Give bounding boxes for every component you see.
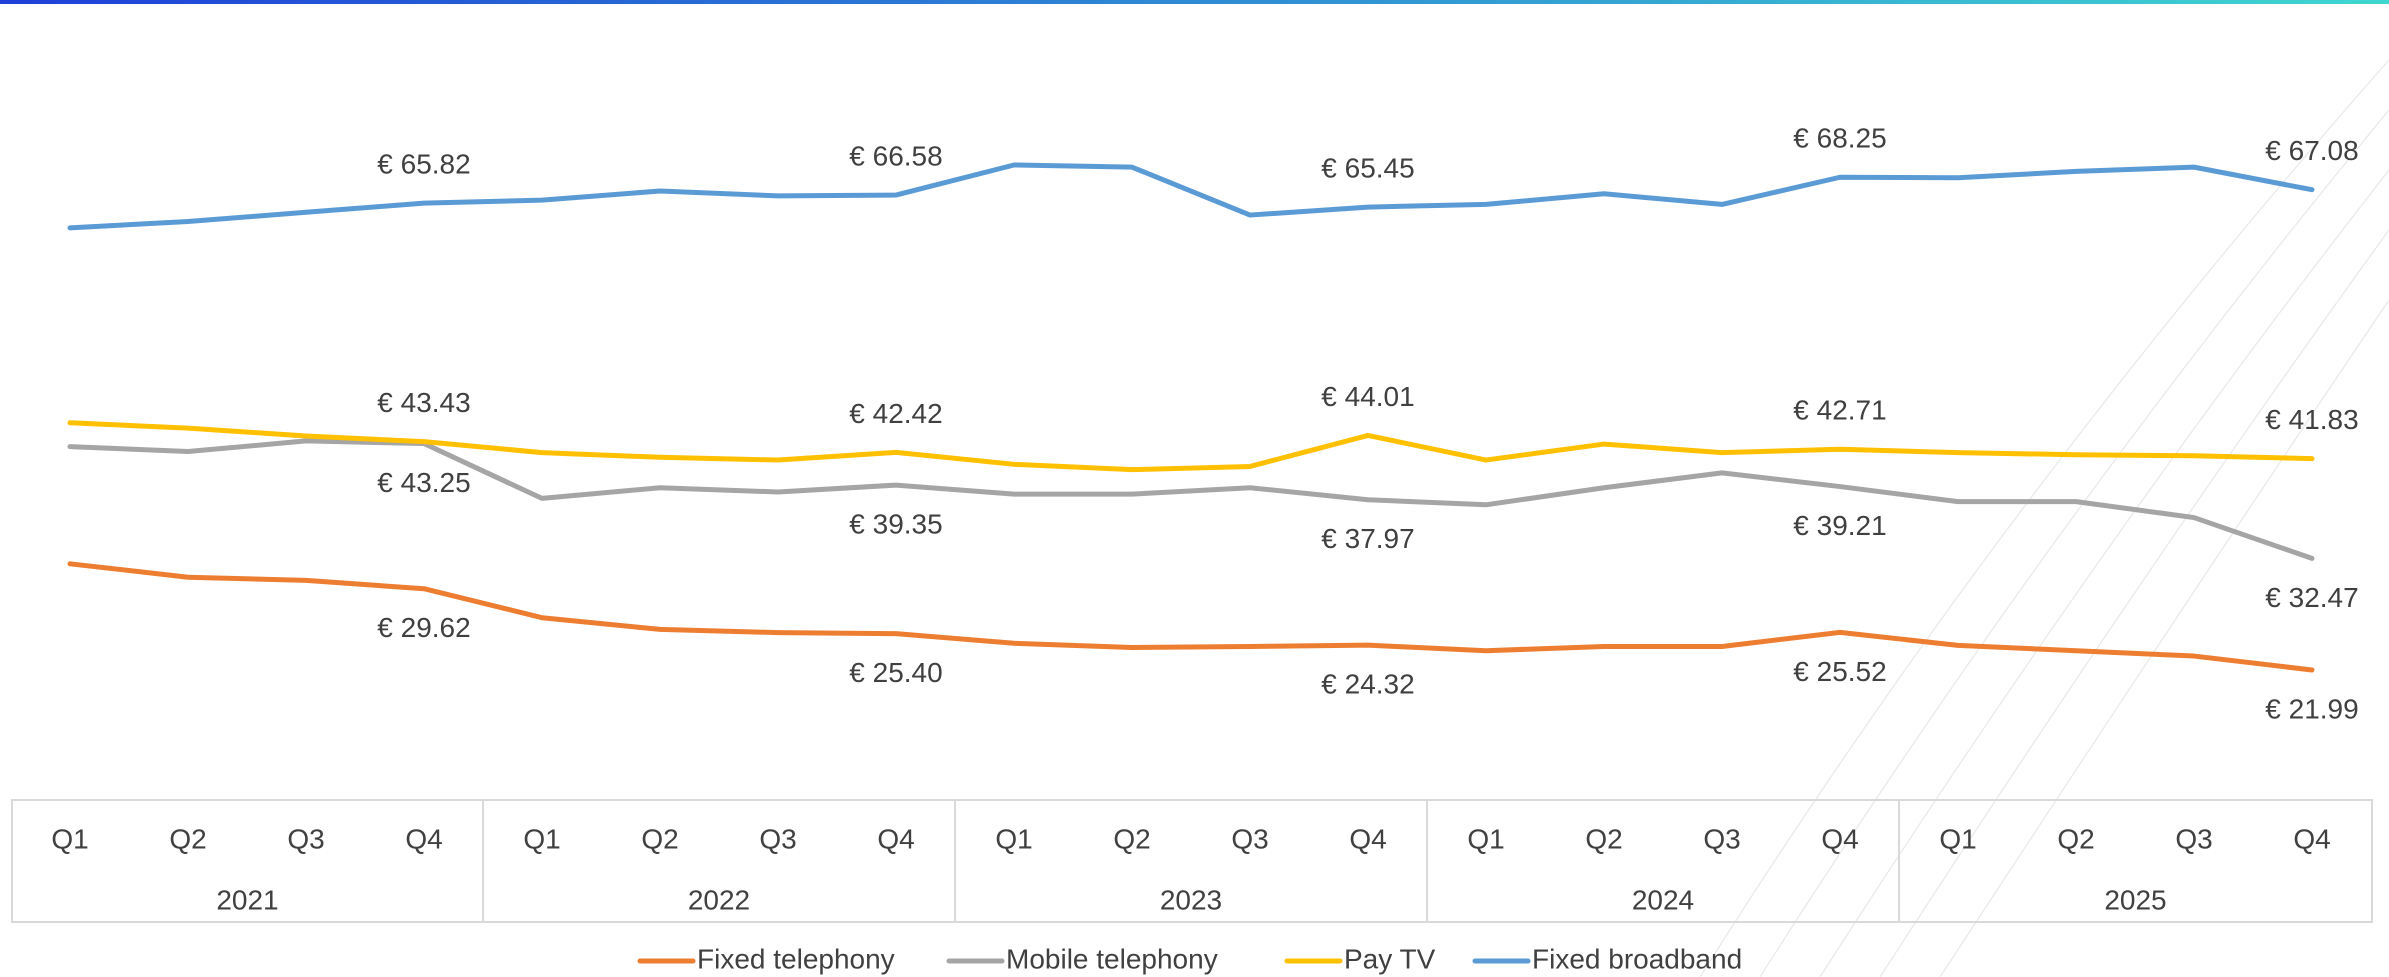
legend-label: Fixed telephony: [697, 943, 895, 974]
x-tick-label: Q2: [1585, 823, 1622, 854]
data-label: € 42.71: [1793, 395, 1886, 426]
category-axis-box: [11, 799, 2373, 923]
x-tick-label: Q3: [2175, 823, 2212, 854]
x-tick-label: Q3: [1231, 823, 1268, 854]
x-tick-label: Q4: [405, 823, 442, 854]
x-tick-label: Q3: [287, 823, 324, 854]
data-label: € 42.42: [849, 398, 942, 429]
x-tick-label: Q4: [877, 823, 914, 854]
data-label: € 43.43: [377, 387, 470, 418]
x-tick-label: Q1: [995, 823, 1032, 854]
data-label: € 65.45: [1321, 152, 1414, 183]
x-group-label: 2025: [2104, 884, 2166, 915]
series-line: [67, 420, 2315, 473]
decor-arcs: [1699, 59, 2389, 977]
data-label: € 65.82: [377, 149, 470, 180]
x-tick-label: Q4: [1821, 823, 1858, 854]
data-label: € 32.47: [2265, 582, 2358, 613]
x-tick-label: Q1: [51, 823, 88, 854]
series-line: [67, 561, 2315, 673]
data-label: € 66.58: [849, 140, 942, 171]
legend-label: Mobile telephony: [1006, 943, 1218, 974]
x-tick-label: Q4: [2293, 823, 2330, 854]
x-tick-label: Q2: [641, 823, 678, 854]
x-group-label: 2021: [216, 884, 278, 915]
data-label: € 24.32: [1321, 669, 1414, 700]
x-tick-label: Q1: [1467, 823, 1504, 854]
series-line: [67, 438, 2315, 561]
data-label: € 44.01: [1321, 381, 1414, 412]
data-label: € 21.99: [2265, 693, 2358, 724]
data-label: € 39.35: [849, 508, 942, 539]
series-line: [67, 162, 2315, 231]
x-tick-label: Q1: [523, 823, 560, 854]
data-label: € 25.52: [1793, 656, 1886, 687]
top-bar: [0, 0, 2389, 4]
data-label: € 25.40: [849, 657, 942, 688]
x-tick-label: Q2: [1113, 823, 1150, 854]
data-label: € 43.25: [377, 467, 470, 498]
data-label: € 68.25: [1793, 123, 1886, 154]
x-group-label: 2022: [688, 884, 750, 915]
x-tick-label: Q3: [759, 823, 796, 854]
data-label: € 41.83: [2265, 404, 2358, 435]
x-tick-label: Q2: [2057, 823, 2094, 854]
x-group-label: 2023: [1160, 884, 1222, 915]
x-tick-label: Q1: [1939, 823, 1976, 854]
data-label: € 39.21: [1793, 510, 1886, 541]
data-label: € 67.08: [2265, 135, 2358, 166]
x-group-label: 2024: [1632, 884, 1694, 915]
legend-label: Fixed broadband: [1532, 943, 1742, 974]
x-tick-label: Q2: [169, 823, 206, 854]
legend-label: Pay TV: [1344, 943, 1436, 974]
data-label: € 37.97: [1321, 523, 1414, 554]
x-tick-label: Q4: [1349, 823, 1386, 854]
x-tick-label: Q3: [1703, 823, 1740, 854]
data-label: € 29.62: [377, 612, 470, 643]
